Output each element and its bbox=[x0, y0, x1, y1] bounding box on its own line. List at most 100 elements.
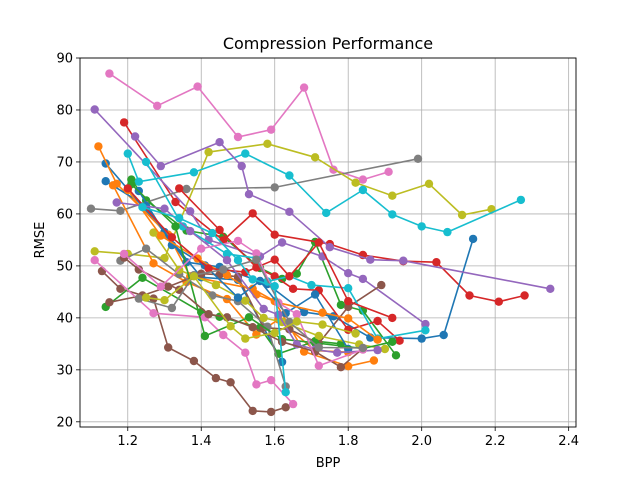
data-point bbox=[97, 266, 107, 276]
data-point bbox=[351, 329, 360, 338]
data-point bbox=[164, 343, 173, 352]
data-point bbox=[90, 247, 99, 256]
data-point bbox=[366, 255, 375, 264]
series-6 bbox=[97, 266, 290, 417]
series-27 bbox=[119, 236, 368, 370]
data-point bbox=[248, 275, 257, 284]
data-point bbox=[333, 348, 342, 357]
data-point bbox=[270, 272, 279, 281]
data-point bbox=[388, 210, 397, 219]
data-point bbox=[167, 233, 177, 242]
data-point bbox=[193, 82, 202, 91]
data-point bbox=[270, 255, 279, 264]
data-point bbox=[314, 361, 323, 370]
data-point bbox=[153, 101, 162, 111]
data-point bbox=[344, 297, 353, 306]
series-29 bbox=[141, 272, 360, 343]
data-point bbox=[123, 149, 132, 158]
data-point bbox=[149, 309, 158, 318]
data-point bbox=[292, 310, 301, 319]
data-point bbox=[156, 282, 165, 291]
series-line bbox=[101, 270, 286, 413]
data-point bbox=[380, 344, 390, 354]
data-point bbox=[388, 337, 397, 346]
data-point bbox=[252, 255, 261, 264]
data-point bbox=[248, 406, 257, 416]
data-point bbox=[94, 142, 103, 151]
data-point bbox=[226, 322, 235, 331]
data-point bbox=[373, 316, 382, 326]
x-tick-label: 1.4 bbox=[191, 434, 212, 449]
data-point bbox=[266, 376, 276, 385]
data-point bbox=[200, 331, 210, 341]
series-9 bbox=[90, 139, 496, 263]
data-point bbox=[178, 222, 188, 231]
plot-frame bbox=[79, 57, 577, 428]
data-point bbox=[439, 330, 448, 340]
data-point bbox=[189, 272, 199, 281]
data-point bbox=[208, 228, 217, 238]
data-point bbox=[211, 280, 221, 290]
data-point bbox=[186, 226, 195, 236]
data-point bbox=[241, 296, 250, 305]
data-point bbox=[336, 300, 346, 310]
x-tick-label: 1.6 bbox=[264, 434, 285, 449]
data-point bbox=[299, 307, 309, 317]
data-point bbox=[468, 234, 478, 244]
data-point bbox=[233, 293, 243, 302]
data-point bbox=[299, 83, 309, 92]
series-5 bbox=[90, 105, 430, 329]
data-point bbox=[432, 258, 441, 267]
data-point bbox=[314, 238, 323, 247]
data-point bbox=[443, 227, 452, 237]
data-point bbox=[167, 303, 177, 313]
data-point bbox=[373, 345, 382, 355]
data-point bbox=[292, 317, 301, 326]
series-line bbox=[145, 161, 426, 340]
data-point bbox=[244, 313, 254, 322]
data-point bbox=[358, 274, 368, 284]
y-axis-title: RMSE bbox=[33, 222, 48, 259]
data-point bbox=[134, 177, 143, 186]
data-point bbox=[288, 399, 298, 409]
data-point bbox=[171, 222, 180, 231]
y-tick-label: 90 bbox=[56, 52, 73, 67]
data-point bbox=[141, 293, 151, 302]
data-point bbox=[417, 334, 426, 343]
data-point bbox=[314, 331, 323, 341]
series-layer bbox=[86, 69, 555, 417]
data-point bbox=[237, 161, 246, 171]
data-point bbox=[252, 380, 261, 389]
data-point bbox=[358, 343, 368, 353]
data-point bbox=[270, 230, 279, 239]
data-point bbox=[292, 269, 301, 278]
data-point bbox=[259, 304, 268, 314]
data-point bbox=[90, 256, 99, 265]
data-point bbox=[156, 231, 165, 240]
data-point bbox=[233, 236, 243, 246]
data-point bbox=[391, 351, 401, 360]
data-point bbox=[516, 195, 526, 205]
data-point bbox=[233, 256, 243, 265]
data-point bbox=[318, 308, 327, 317]
data-point bbox=[182, 184, 191, 194]
data-point bbox=[211, 373, 221, 383]
series-24 bbox=[123, 184, 397, 323]
data-point bbox=[248, 209, 257, 218]
series-8 bbox=[86, 154, 423, 215]
x-tick-label: 1.2 bbox=[117, 434, 138, 449]
series-10 bbox=[123, 149, 526, 237]
data-point bbox=[546, 284, 555, 293]
series-line bbox=[138, 258, 363, 349]
data-point bbox=[252, 249, 261, 258]
data-point bbox=[310, 290, 320, 299]
data-point bbox=[384, 167, 393, 176]
data-point bbox=[197, 244, 206, 253]
data-point bbox=[322, 208, 331, 218]
data-point bbox=[344, 314, 353, 323]
data-point bbox=[336, 363, 346, 372]
data-point bbox=[215, 138, 224, 147]
data-point bbox=[138, 203, 147, 212]
data-point bbox=[130, 132, 140, 141]
